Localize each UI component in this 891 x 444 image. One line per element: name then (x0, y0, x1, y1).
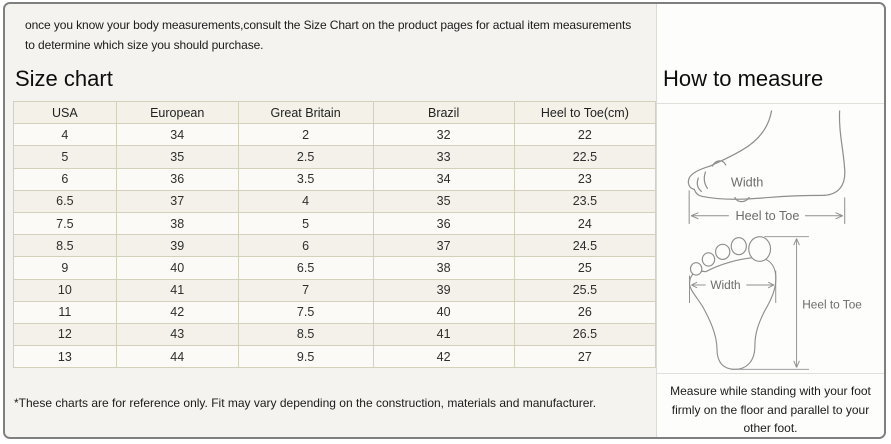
table-row: 10 41 7 39 25.5 (13, 278, 657, 302)
horizontal-divider (657, 373, 884, 374)
table-cell: 3.5 (237, 167, 374, 191)
horizontal-divider (657, 103, 884, 104)
table-cell: 38 (115, 211, 239, 236)
table-row: 4 34 2 32 22 (13, 123, 657, 147)
vertical-divider (656, 4, 657, 437)
column-header: European (115, 100, 239, 125)
table-row: 11 42 7.5 40 26 (13, 300, 657, 324)
table-cell: 22 (513, 123, 657, 147)
reference-footnote: *These charts are for reference only. Fi… (14, 396, 597, 410)
table-header-row: USA European Great Britain Brazil Heel to To… (13, 100, 657, 125)
table-cell: 25 (513, 256, 657, 280)
sole-width-label: Width (710, 278, 740, 292)
table-cell: 32 (372, 123, 515, 147)
side-width-label: Width (730, 175, 762, 189)
table-cell: 42 (115, 300, 239, 324)
table-cell: 23.5 (513, 189, 657, 213)
table-row: 8.5 39 6 37 24.5 (13, 234, 657, 258)
table-cell: 2 (237, 123, 374, 147)
footprint-diagram: Width Heel to Toe (688, 236, 862, 370)
table-cell: 6.5 (13, 189, 117, 213)
sole-measure-lines (688, 236, 809, 370)
table-body: 4 34 2 32 22 5 35 2.5 33 22.5 6 36 3.5 34 23 6.5 37 4 35 23… (13, 123, 657, 369)
size-chart-title: Size chart (15, 66, 113, 91)
table-cell: 6 (237, 234, 374, 258)
intro-text: once you know your body measurements,con… (25, 18, 632, 52)
how-to-measure-section: How to measure (657, 4, 884, 437)
table-cell: 42 (372, 345, 515, 369)
table-cell: 33 (372, 145, 515, 169)
how-to-measure-title: How to measure (663, 66, 824, 91)
size-conversion-table: USA European Great Britain Brazil Heel to To… (13, 100, 657, 369)
column-header: Heel to Toe(cm) (513, 100, 657, 125)
table-cell: 4 (13, 123, 117, 147)
table-cell: 34 (372, 167, 515, 191)
table-cell: 24.5 (513, 234, 657, 258)
table-row: 9 40 6.5 38 25 (13, 256, 657, 280)
table-cell: 39 (115, 234, 239, 258)
table-cell: 5 (13, 145, 117, 169)
table-cell: 9 (13, 256, 117, 280)
table-cell: 40 (372, 300, 515, 324)
sole-heel-to-toe-label: Heel to Toe (802, 298, 862, 312)
table-row: 6 36 3.5 34 23 (13, 167, 657, 191)
table-cell: 12 (13, 322, 117, 347)
table-cell: 43 (115, 322, 239, 347)
heel-to-toe-measure-lines (688, 190, 845, 224)
table-cell: 6.5 (237, 256, 374, 280)
table-header: USA European Great Britain Brazil Heel to To… (13, 100, 657, 125)
table-cell: 6 (13, 167, 117, 191)
table-cell: 8.5 (237, 322, 374, 347)
table-cell: 27 (513, 345, 657, 369)
table-cell: 13 (13, 345, 117, 369)
table-cell: 22.5 (513, 145, 657, 169)
toes (689, 236, 771, 276)
table-cell: 7.5 (237, 300, 374, 324)
table-cell: 41 (372, 322, 515, 347)
table-cell: 25.5 (513, 278, 657, 302)
side-heel-to-toe-label: Heel to Toe (735, 209, 799, 223)
table-row: 12 43 8.5 41 26.5 (13, 322, 657, 347)
table-cell: 10 (13, 278, 117, 302)
table-cell: 5 (237, 211, 374, 236)
table-cell: 7.5 (13, 211, 117, 236)
table-cell: 8.5 (13, 234, 117, 258)
table-cell: 39 (372, 278, 515, 302)
table-cell: 37 (115, 189, 239, 213)
column-header: USA (13, 100, 117, 125)
table-row: 7.5 38 5 36 24 (13, 211, 657, 236)
table-cell: 35 (115, 145, 239, 169)
table-cell: 36 (372, 211, 515, 236)
table-row: 6.5 37 4 35 23.5 (13, 189, 657, 213)
table-cell: 24 (513, 211, 657, 236)
table-cell: 36 (115, 167, 239, 191)
sole-outline (688, 256, 776, 370)
table-row: 5 35 2.5 33 22.5 (13, 145, 657, 169)
table-cell: 23 (513, 167, 657, 191)
foot-side-view-diagram: Width Heel to Toe (687, 110, 845, 224)
table-cell: 26 (513, 300, 657, 324)
size-chart-section: once you know your body measurements,con… (5, 4, 657, 437)
table-cell: 44 (115, 345, 239, 369)
table-cell: 37 (372, 234, 515, 258)
panel-frame: once you know your body measurements,con… (3, 2, 886, 439)
table-cell: 7 (237, 278, 374, 302)
column-header: Great Britain (237, 100, 374, 125)
table-cell: 38 (372, 256, 515, 280)
measurement-diagrams: Width Heel to Toe (657, 104, 884, 373)
column-header: Brazil (372, 100, 515, 125)
table-cell: 41 (115, 278, 239, 302)
table-cell: 11 (13, 300, 117, 324)
table-cell: 9.5 (237, 345, 374, 369)
table-cell: 4 (237, 189, 374, 213)
foot-side-outline (687, 110, 845, 203)
table-cell: 26.5 (513, 322, 657, 347)
table-cell: 35 (372, 189, 515, 213)
table-row: 13 44 9.5 42 27 (13, 345, 657, 369)
measure-instructions: Measure while standing with your foot fi… (670, 384, 871, 436)
table-cell: 40 (115, 256, 239, 280)
table-cell: 2.5 (237, 145, 374, 169)
table-cell: 34 (115, 123, 239, 147)
